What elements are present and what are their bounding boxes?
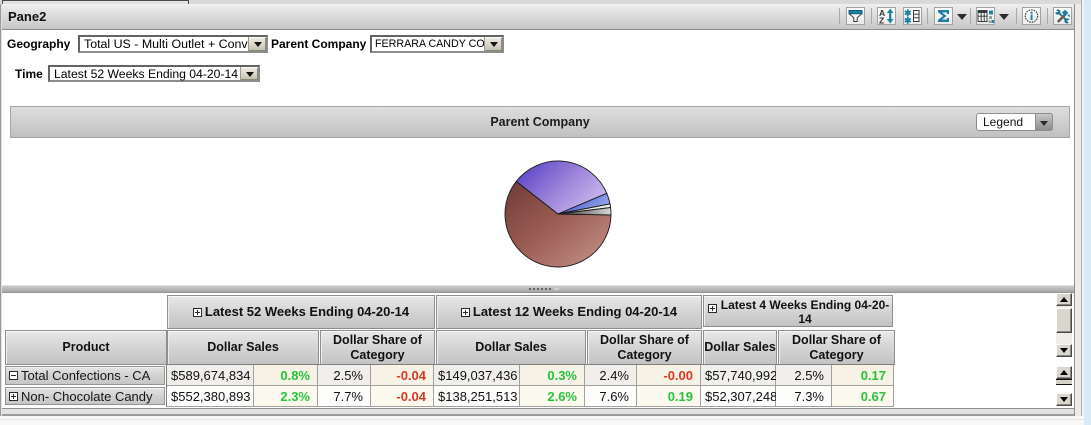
- svg-text:A: A: [879, 8, 885, 18]
- svg-text:✱: ✱: [904, 8, 912, 18]
- svg-text:Z: Z: [879, 15, 884, 24]
- svg-text:✱: ✱: [904, 16, 912, 25]
